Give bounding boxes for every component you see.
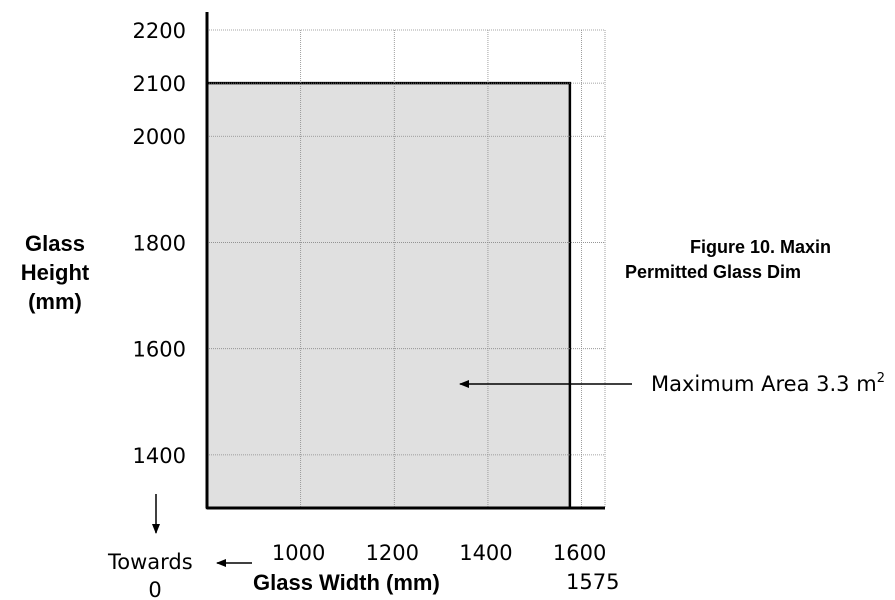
x-tick-label: 1400 (459, 541, 512, 565)
y-tick-label: 1600 (133, 338, 186, 362)
y-axis-title-line-3: (mm) (28, 289, 82, 314)
y-tick-label: 2100 (133, 72, 186, 96)
y-axis-title-line-2: Height (21, 260, 90, 285)
permitted-area-region (205, 81, 572, 510)
x-tick-label: 1200 (366, 541, 419, 565)
x-tick-label: 1600 (553, 541, 606, 565)
y-tick-label: 2200 (133, 19, 186, 43)
towards-zero-label: Towards (107, 550, 193, 574)
y-tick-label: 1400 (133, 444, 186, 468)
max-area-label: Maximum Area 3.3 m2 (651, 371, 885, 396)
y-axis-title-line-1: Glass (25, 231, 85, 256)
region-width-label: 1575 (566, 570, 619, 594)
x-axis-title: Glass Width (mm) (253, 570, 440, 595)
y-tick-label: 2000 (133, 125, 186, 149)
x-tick-label: 1000 (272, 541, 325, 565)
figure-title-line-2: Permitted Glass Dim (625, 262, 801, 282)
y-tick-label: 1800 (133, 231, 186, 255)
grid-lines (207, 29, 606, 508)
towards-zero-value: 0 (148, 578, 161, 600)
y-tick-labels: 1400 1600 1800 2000 2100 2200 (133, 19, 186, 468)
figure-title-line-1: Figure 10. Maxin (690, 237, 831, 257)
x-tick-labels: 1000 1200 1400 1600 (272, 541, 606, 565)
